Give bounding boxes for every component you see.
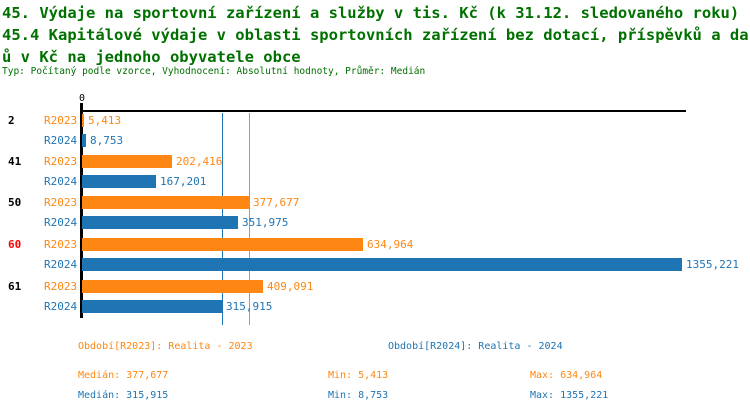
bar-value-label: 8,753: [90, 134, 124, 147]
category-label-50: 50: [8, 196, 22, 209]
category-label-61: 61: [8, 280, 22, 293]
bar-value-label: 5,413: [88, 114, 122, 127]
page-title-line2: 45.4 Kapitálové výdaje v oblasti sportov…: [2, 26, 750, 44]
stat-min-r2023: Min: 5,413: [328, 370, 389, 381]
page-title-line3: ů v Kč na jednoho obyvatele obce: [2, 48, 301, 66]
category-label-2: 2: [8, 114, 15, 127]
y-axis-line: [80, 103, 83, 318]
series-label-r2024: R2024: [44, 134, 78, 147]
bar-r2023-cat61: [82, 280, 263, 293]
x-axis-line: [81, 110, 686, 112]
stat-median-r2024: Medián: 315,915: [78, 390, 169, 401]
series-label-r2023: R2023: [44, 238, 78, 251]
series-label-r2024: R2024: [44, 216, 78, 229]
series-label-r2023: R2023: [44, 114, 78, 127]
bar-r2024-cat61: [82, 300, 222, 313]
bar-r2024-cat2: [82, 134, 86, 147]
bar-r2023-cat2: [82, 114, 84, 127]
bar-r2024-cat60: [82, 258, 682, 271]
bar-value-label: 315,915: [226, 300, 273, 313]
stat-max-r2024: Max: 1355,221: [530, 390, 609, 401]
stat-median-r2023: Medián: 377,677: [78, 370, 169, 381]
series-label-r2023: R2023: [44, 196, 78, 209]
bar-value-label: 167,201: [160, 175, 207, 188]
category-label-41: 41: [8, 155, 22, 168]
bar-r2024-cat50: [82, 216, 238, 229]
page-title-line1: 45. Výdaje na sportovní zařízení a služb…: [2, 4, 740, 22]
median-line-r2023: [249, 113, 250, 325]
bar-value-label: 202,416: [176, 155, 223, 168]
stat-min-r2024: Min: 8,753: [328, 390, 389, 401]
bar-value-label: 351,975: [242, 216, 289, 229]
legend-period-r2023: Období[R2023]: Realita - 2023: [78, 341, 253, 352]
legend-period-r2024: Období[R2024]: Realita - 2024: [388, 341, 563, 352]
bar-r2023-cat50: [82, 196, 249, 209]
bar-value-label: 409,091: [267, 280, 314, 293]
series-label-r2024: R2024: [44, 300, 78, 313]
category-label-60: 60: [8, 238, 22, 251]
bar-value-label: 377,677: [253, 196, 300, 209]
series-label-r2023: R2023: [44, 280, 78, 293]
series-label-r2023: R2023: [44, 155, 78, 168]
bar-value-label: 1355,221: [686, 258, 739, 271]
chart-subtitle: Typ: Počítaný podle vzorce, Vyhodnocení:…: [2, 66, 426, 77]
bar-value-label: 634,964: [367, 238, 414, 251]
bar-r2024-cat41: [82, 175, 156, 188]
bar-r2023-cat60: [82, 238, 363, 251]
series-label-r2024: R2024: [44, 175, 78, 188]
stat-max-r2023: Max: 634,964: [530, 370, 603, 381]
bar-r2023-cat41: [82, 155, 172, 168]
x-axis-zero-tick-label: 0: [78, 93, 86, 104]
series-label-r2024: R2024: [44, 258, 78, 271]
